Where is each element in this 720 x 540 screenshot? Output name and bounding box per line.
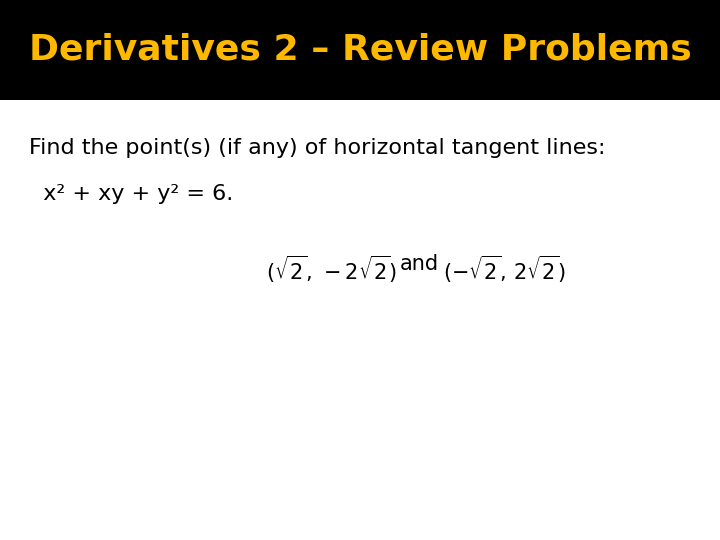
Text: $(-\sqrt{2},\,2\sqrt{2})$: $(-\sqrt{2},\,2\sqrt{2})$ [443,254,566,285]
Text: x² + xy + y² = 6.: x² + xy + y² = 6. [29,184,233,204]
Text: $(\sqrt{2},\,-2\sqrt{2})$: $(\sqrt{2},\,-2\sqrt{2})$ [266,254,397,285]
Text: Find the point(s) (if any) of horizontal tangent lines:: Find the point(s) (if any) of horizontal… [29,138,606,158]
FancyBboxPatch shape [0,0,720,100]
Text: Derivatives 2 – Review Problems: Derivatives 2 – Review Problems [29,33,691,67]
Text: and: and [400,254,438,274]
